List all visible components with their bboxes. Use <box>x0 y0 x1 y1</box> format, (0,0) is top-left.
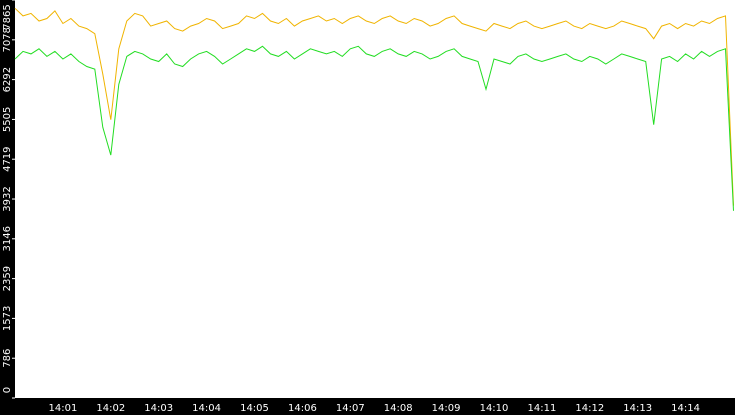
y-tick-label: 3146 <box>2 226 13 251</box>
y-tick-label: 5505 <box>2 107 13 132</box>
x-tick-label: 14:04 <box>192 403 221 414</box>
x-tick-label: 14:14 <box>671 403 700 414</box>
x-tick-label: 14:09 <box>432 403 461 414</box>
x-tick-label: 14:07 <box>336 403 365 414</box>
y-tick-label: 3932 <box>2 186 13 211</box>
x-tick-label: 14:05 <box>240 403 269 414</box>
series-line <box>14 45 734 211</box>
x-axis-strip <box>0 398 735 415</box>
x-tick-label: 14:02 <box>96 403 125 414</box>
x-tick-label: 14:08 <box>384 403 413 414</box>
x-tick-label: 14:01 <box>48 403 77 414</box>
x-tick-label: 14:03 <box>144 403 173 414</box>
x-tick-label: 14:10 <box>480 403 509 414</box>
x-tick-label: 14:11 <box>527 403 556 414</box>
series-line <box>14 7 734 206</box>
y-tick-label: 7865 <box>2 4 13 29</box>
y-tick-label: 2359 <box>2 266 13 291</box>
y-tick-label: 4719 <box>2 146 13 171</box>
y-tick-label: 7078 <box>2 27 13 52</box>
y-axis-strip <box>0 0 15 415</box>
x-tick-label: 14:13 <box>623 403 652 414</box>
y-tick-label: 0 <box>2 387 13 393</box>
y-tick-label: 786 <box>2 349 13 368</box>
x-tick-label: 14:06 <box>288 403 317 414</box>
y-tick-label: 6292 <box>2 67 13 92</box>
y-tick-label: 1573 <box>2 306 13 331</box>
x-tick-label: 14:12 <box>575 403 604 414</box>
